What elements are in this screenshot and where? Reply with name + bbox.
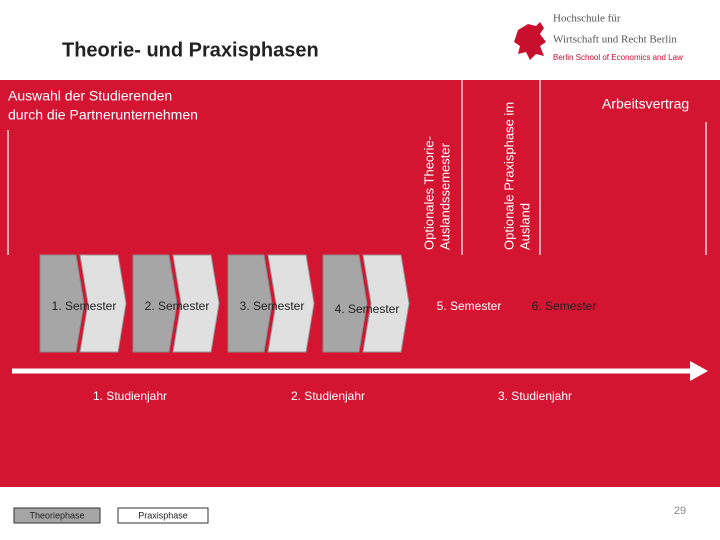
logo-line: Hochschule für [553,13,621,25]
page-number: 29 [674,505,686,517]
semester-label: 6. Semester [532,299,597,313]
year-label: 1. Studienjahr [93,389,167,403]
theory-chevron [132,254,178,353]
legend-label: Theoriephase [29,510,84,520]
separators [7,80,707,255]
practice-chevron [79,254,127,353]
chevrons [39,254,410,353]
semester-label: 4. Semester [335,302,400,316]
legend-swatch [117,507,209,524]
practice-chevron [362,254,410,353]
legend-swatch [13,507,101,524]
timeline-arrow [690,361,708,381]
theory-chevron [227,254,273,353]
semester-label: 5. Semester [437,299,502,313]
semester-labels: 1. Semester 2. Semester 3. Semester 4. Seme… [52,299,597,316]
note: Ausland [517,203,532,250]
semester-label: 1. Semester [52,299,117,313]
logo-line: Wirtschaft und Recht Berlin [553,34,677,46]
logo: Hochschule für Wirtschaft und Recht Berl… [514,13,683,62]
note: durch die Partnerunternehmen [8,107,198,123]
note: Optionale Praxisphase im [501,102,516,250]
timeline [12,361,708,381]
logo-line: Berlin School of Economics and Law [553,53,683,62]
theory-chevron [322,254,368,353]
note: Arbeitsvertrag [602,96,689,112]
semester-label: 3. Semester [240,299,305,313]
logo-bear [514,22,546,60]
year-label: 2. Studienjahr [291,389,365,403]
theory-chevron [39,254,85,353]
practice-chevron [267,254,315,353]
practice-chevron [172,254,220,353]
semester-label: 2. Semester [145,299,210,313]
note: Optionales Theorie- [421,136,436,250]
note: Auslandssemester [437,142,452,250]
legend-label: Praxisphase [138,510,188,520]
year-label: 3. Studienjahr [498,389,572,403]
slide-title: Theorie- und Praxisphasen [62,39,319,61]
note: Auswahl der Studierenden [8,88,172,104]
